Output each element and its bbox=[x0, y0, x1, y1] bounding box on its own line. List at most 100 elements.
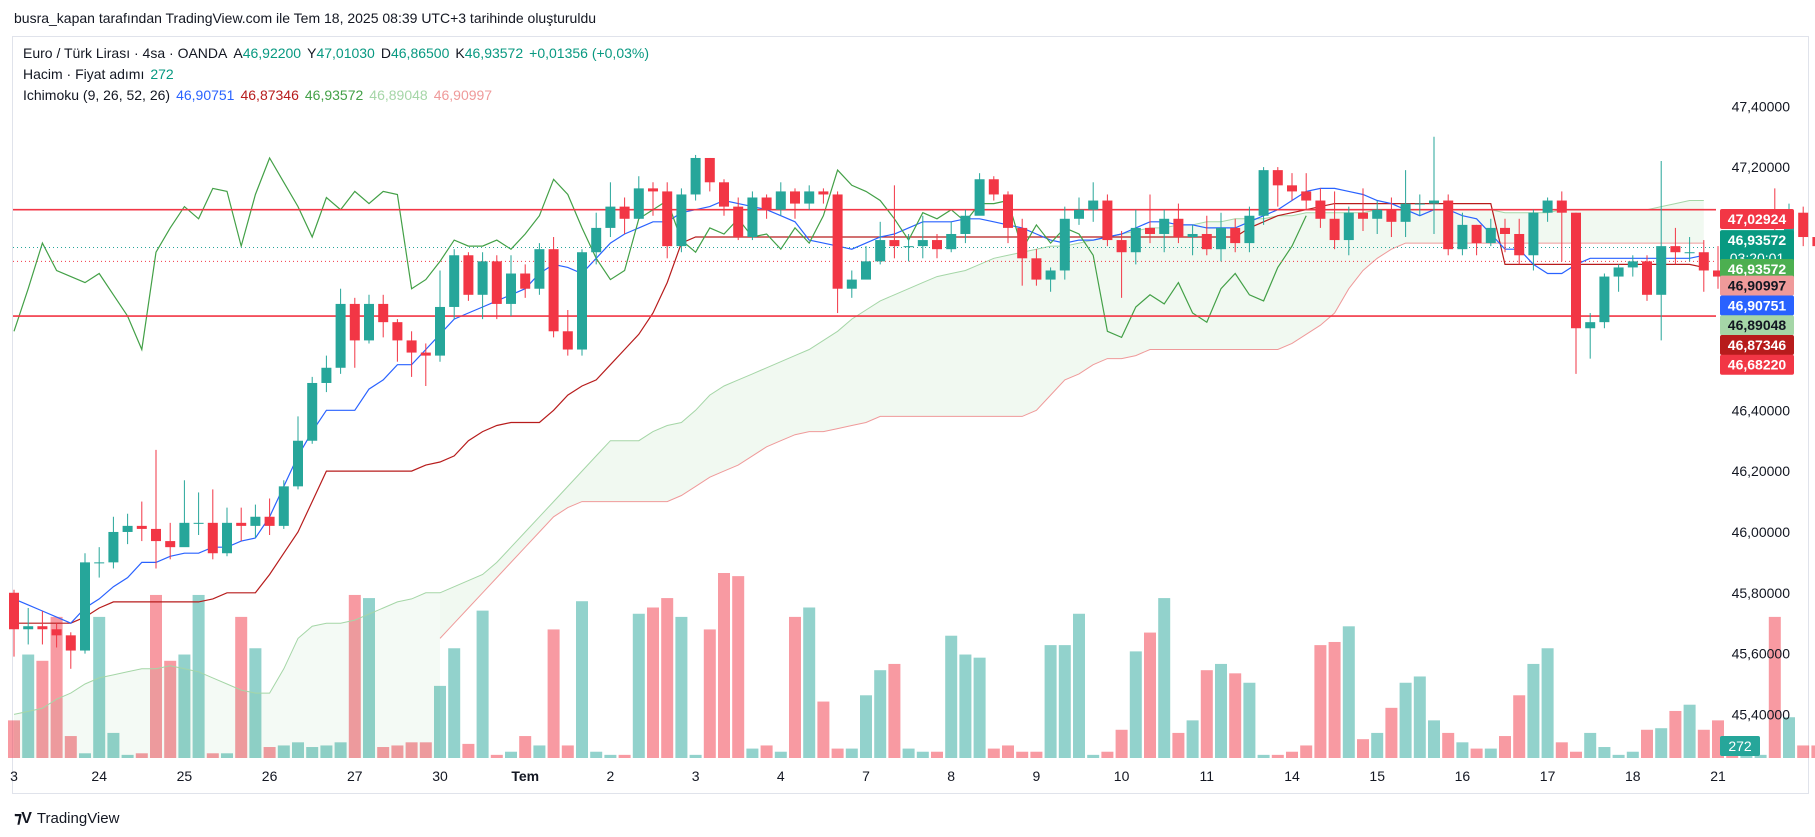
y-axis-tick-label: 46,00000 bbox=[1732, 524, 1791, 540]
candle-body bbox=[321, 367, 332, 383]
price-tag-label: 46,90751 bbox=[1728, 297, 1787, 313]
candle-body bbox=[1315, 200, 1326, 219]
ichimoku-span-a-line bbox=[13, 200, 1704, 715]
candle-body bbox=[619, 206, 630, 219]
volume-bar bbox=[1144, 632, 1156, 758]
candle-body bbox=[222, 522, 232, 554]
candle-body bbox=[491, 261, 502, 304]
volume-bar bbox=[1314, 645, 1327, 758]
legend-close-value: 46,93572 bbox=[464, 45, 524, 61]
volume-bar bbox=[135, 753, 148, 758]
candle-body bbox=[1059, 218, 1070, 271]
volume-bar bbox=[1115, 729, 1128, 758]
candle-body bbox=[775, 191, 786, 210]
volume-bar bbox=[547, 629, 560, 758]
candle-body bbox=[9, 592, 19, 630]
candle-body bbox=[1287, 185, 1297, 192]
candle-body bbox=[988, 179, 999, 195]
legend-low-value: 46,86500 bbox=[390, 45, 450, 61]
price-tag-bg bbox=[1720, 230, 1794, 269]
candle-body bbox=[364, 303, 374, 341]
volume-bar bbox=[64, 736, 77, 758]
x-axis-tick-label: 7 bbox=[862, 768, 870, 784]
candle-body bbox=[1187, 233, 1198, 238]
x-axis-tick-label: 21 bbox=[1710, 768, 1726, 784]
legend-low-label: D bbox=[380, 45, 391, 61]
candle-body bbox=[420, 352, 431, 356]
volume-bar bbox=[718, 573, 730, 758]
brand-name: TradingView bbox=[36, 809, 120, 827]
candle-body bbox=[51, 629, 62, 636]
volume-bar bbox=[987, 748, 1000, 758]
candle-body bbox=[662, 191, 673, 247]
candle-body bbox=[761, 197, 772, 210]
candle-body bbox=[548, 249, 559, 332]
volume-bar bbox=[760, 745, 773, 758]
candle-body bbox=[747, 197, 758, 238]
legend-close-label: K bbox=[455, 45, 465, 61]
candle-body bbox=[1230, 227, 1241, 244]
volume-bar bbox=[50, 616, 63, 758]
y-axis-tick-label: 46,40000 bbox=[1732, 402, 1791, 418]
price-tag-bg bbox=[1720, 315, 1794, 336]
candle-body bbox=[406, 340, 417, 353]
volume-bar bbox=[1016, 751, 1029, 758]
volume-bar bbox=[803, 607, 816, 758]
chart-frame[interactable] bbox=[12, 36, 1809, 794]
volume-bar bbox=[1456, 742, 1469, 758]
candle-body bbox=[1045, 270, 1056, 280]
tradingview-logo-icon: ⁊V bbox=[14, 810, 32, 827]
volume-bar bbox=[377, 747, 390, 758]
candle-body bbox=[378, 303, 389, 323]
candle-body bbox=[1216, 227, 1226, 250]
x-axis-tick-label: 8 bbox=[947, 768, 955, 784]
volume-bar bbox=[1300, 745, 1313, 758]
legend-volume-label[interactable]: Hacim · Fiyat adımı bbox=[23, 66, 145, 82]
brand[interactable]: ⁊V TradingView bbox=[14, 808, 119, 828]
volume-bar bbox=[1754, 754, 1767, 758]
candle-body bbox=[733, 206, 744, 238]
price-tag-bg bbox=[1720, 334, 1794, 355]
legend-change: +0,01356 (+0,03%) bbox=[529, 45, 650, 61]
x-axis-tick-label: Tem bbox=[511, 768, 539, 784]
candle-body bbox=[193, 522, 204, 524]
legend-ichimoku-label[interactable]: Ichimoku (9, 26, 52, 26) bbox=[23, 87, 171, 103]
volume-bar bbox=[1385, 707, 1398, 758]
volume-bar bbox=[221, 753, 233, 758]
candle-body bbox=[392, 322, 403, 341]
candle-body bbox=[1301, 191, 1312, 201]
volume-bar bbox=[505, 751, 517, 758]
volume-bar bbox=[1584, 732, 1597, 758]
volume-bar bbox=[150, 594, 162, 758]
candle-body bbox=[676, 194, 687, 247]
volume-bar bbox=[1101, 751, 1114, 758]
candle-body bbox=[846, 279, 857, 289]
legend-open-label: A bbox=[233, 45, 243, 61]
volume-bar bbox=[1570, 751, 1582, 758]
volume-bar bbox=[789, 616, 801, 758]
price-tag-bg bbox=[1720, 258, 1794, 279]
price-tag-label: 46,93572 bbox=[1728, 232, 1787, 248]
volume-bar bbox=[1073, 613, 1085, 758]
price-tag-label: 46,89048 bbox=[1728, 317, 1787, 333]
price-tag-label: 47,02924 bbox=[1728, 211, 1787, 227]
volume-bar bbox=[1357, 739, 1369, 758]
volume-bar bbox=[1470, 748, 1483, 758]
volume-bar bbox=[1243, 682, 1256, 758]
volume-bar bbox=[1612, 754, 1625, 758]
volume-bar bbox=[348, 594, 361, 758]
candle-body bbox=[960, 215, 971, 234]
legend-price: Euro / Türk Lirası · 4sa · OANDA A46,9220… bbox=[23, 45, 655, 61]
candle-body bbox=[1272, 170, 1283, 186]
legend-symbol[interactable]: Euro / Türk Lirası · 4sa · OANDA bbox=[23, 45, 228, 61]
candle-body bbox=[23, 626, 34, 630]
candle-body bbox=[122, 525, 133, 532]
volume-bar bbox=[931, 751, 943, 758]
volume-bar bbox=[1002, 745, 1014, 758]
volume-bar bbox=[689, 754, 702, 758]
kumo-cloud bbox=[440, 200, 1704, 639]
candle-body bbox=[207, 522, 218, 554]
volume-bar bbox=[8, 720, 20, 758]
volume-bar bbox=[334, 742, 347, 758]
